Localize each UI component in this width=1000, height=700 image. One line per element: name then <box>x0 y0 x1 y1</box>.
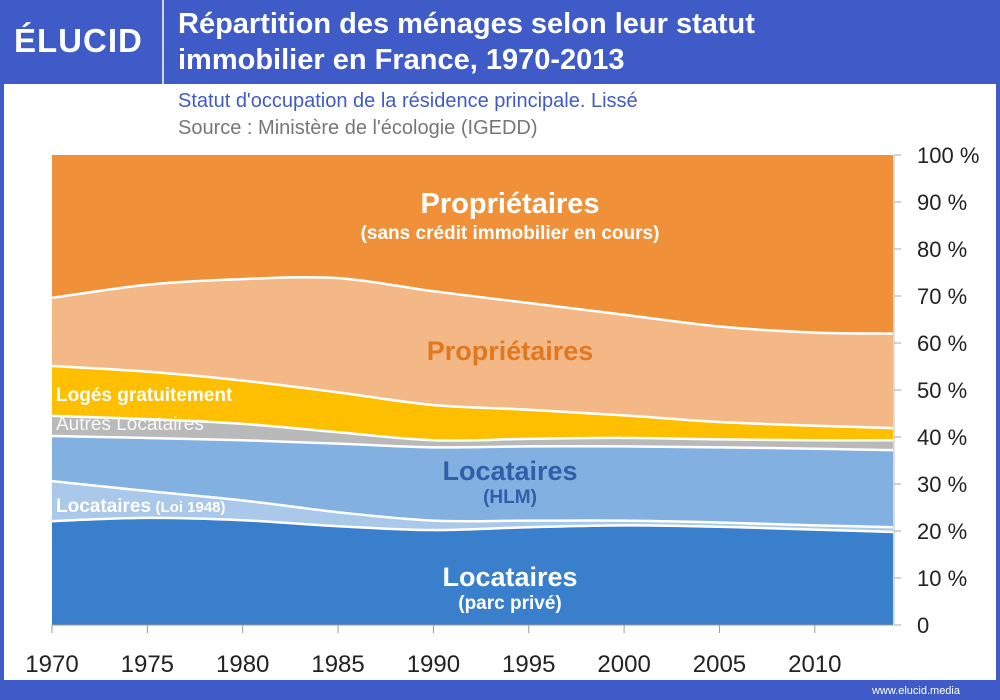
label-locataires-parc-prive: Locataires (parc privé) <box>310 562 710 615</box>
y-tick-label: 40 % <box>917 425 967 450</box>
label-locataires-loi-1948: Locataires (Loi 1948) <box>56 496 226 518</box>
x-tick-label: 1990 <box>407 651 460 678</box>
series-sublabel: (sans crédit immobilier en cours) <box>360 223 660 244</box>
x-tick-label: 2005 <box>693 651 746 678</box>
chart-subtitle: Statut d'occupation de la résidence prin… <box>178 90 638 112</box>
label-locataires-hlm: Locataires (HLM) <box>310 456 710 509</box>
y-tick-label: 30 % <box>917 472 967 497</box>
label-loges-gratuitement: Logés gratuitement <box>56 385 233 406</box>
area-3 <box>52 415 893 451</box>
footer-url: www.elucid.media <box>871 685 960 697</box>
y-tick-label: 60 % <box>917 331 967 356</box>
area-2 <box>52 436 893 528</box>
title-line-2: immobilier en France, 1970-2013 <box>178 44 625 76</box>
y-tick-label: 20 % <box>917 519 967 544</box>
boundary-line-0 <box>51 516 894 534</box>
label-proprietaires-sans-credit: Propriétaires (sans crédit immobilier en… <box>310 188 710 245</box>
x-tick-label: 1970 <box>25 651 78 678</box>
y-tick-label: 70 % <box>917 284 967 309</box>
x-tick-label: 1985 <box>311 651 364 678</box>
series-label: Propriétaires <box>420 188 600 220</box>
header-divider <box>162 0 164 84</box>
series-sublabel: (parc privé) <box>458 593 562 614</box>
elucid-logo: ÉLUCID <box>14 22 143 59</box>
boundary-line-1 <box>51 479 894 529</box>
x-tick-label: 2000 <box>597 651 650 678</box>
label-proprietaires: Propriétaires <box>426 336 594 366</box>
label-autres-locataires: Autres Locataires <box>56 414 204 435</box>
title-line-1: Répartition des ménages selon leur statu… <box>178 8 755 40</box>
x-tick-label: 1995 <box>502 651 555 678</box>
x-tick-label: 1980 <box>216 651 269 678</box>
chart-title: Répartition des ménages selon leur statu… <box>178 6 978 78</box>
boundary-line-4 <box>51 364 894 430</box>
boundary-line-5 <box>51 275 894 335</box>
area-4 <box>52 366 893 441</box>
y-tick-label: 50 % <box>917 378 967 403</box>
area-1 <box>52 481 893 532</box>
chart-source: Source : Ministère de l'écologie (IGEDD) <box>178 117 538 139</box>
series-sublabel: (Loi 1948) <box>155 499 226 516</box>
header: ÉLUCID Répartition des ménages selon leu… <box>0 0 1000 84</box>
area-5 <box>52 277 893 429</box>
series-sublabel: (HLM) <box>483 487 537 508</box>
area-0 <box>52 517 893 625</box>
x-tick-label: 1975 <box>121 651 174 678</box>
y-tick-label: 90 % <box>917 190 967 215</box>
y-tick-label: 100 % <box>917 143 979 168</box>
x-tick-label: 2010 <box>788 651 841 678</box>
boundary-line-3 <box>51 414 894 442</box>
y-tick-label: 0 <box>917 613 929 638</box>
area-6 <box>52 155 893 334</box>
series-label: Locataires <box>56 496 152 517</box>
series-label: Locataires <box>442 456 578 486</box>
series-label: Locataires <box>442 562 578 592</box>
boundary-line-2 <box>51 434 894 452</box>
y-tick-label: 80 % <box>917 237 967 262</box>
y-tick-label: 10 % <box>917 566 967 591</box>
